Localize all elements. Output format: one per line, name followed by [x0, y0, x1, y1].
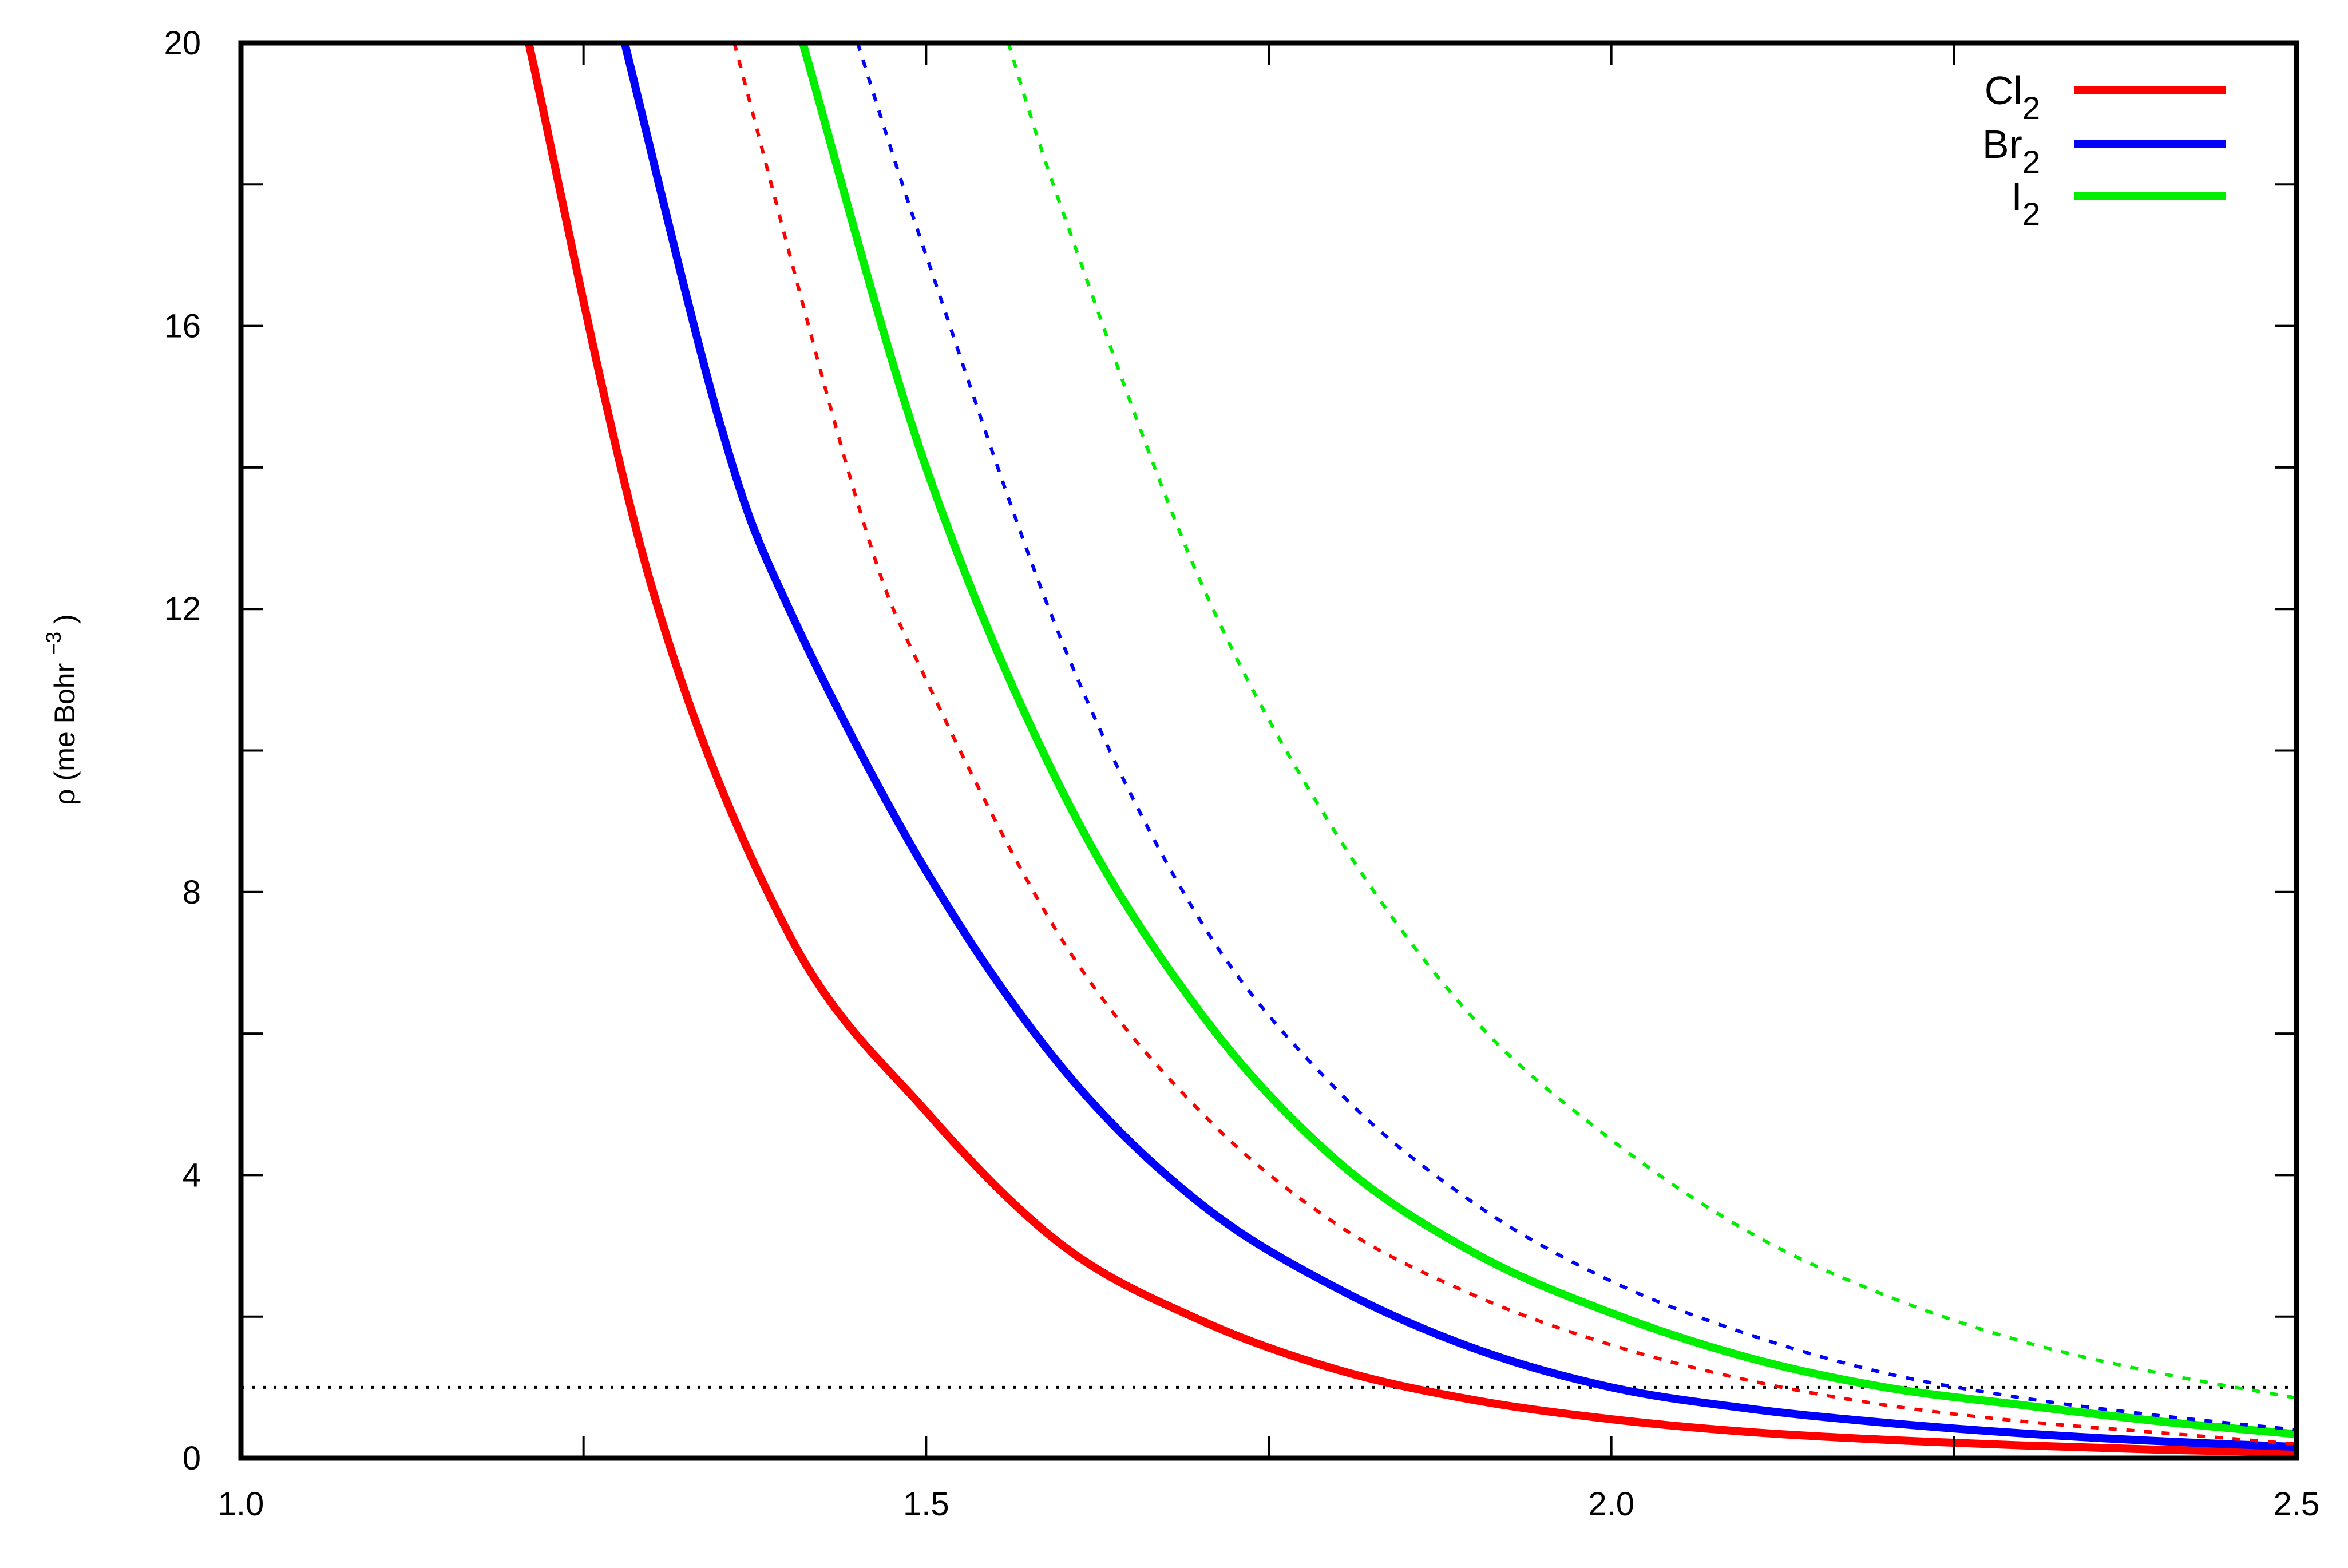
series-line-cl2-dotted	[732, 43, 2296, 1446]
x-tick-label: 1.5	[903, 1486, 949, 1523]
y-tick-label: 0	[183, 1440, 201, 1477]
y-axis-label: ρ (me Bohr −3 )	[35, 614, 81, 805]
y-tick-label: 20	[164, 25, 201, 62]
y-axis-label-exponent: −3	[42, 632, 65, 655]
legend-label-base: I	[2011, 174, 2022, 219]
y-tick-label: 8	[183, 874, 201, 911]
legend-label: Cl2	[1985, 68, 2040, 126]
series-line-i2-dotted	[1007, 43, 2296, 1400]
y-axis-label-close: )	[49, 614, 81, 624]
x-tick-label: 2.0	[1588, 1486, 1634, 1523]
series-line-cl2-solid	[525, 43, 2296, 1457]
x-tick-label: 2.5	[2274, 1486, 2320, 1523]
x-tick-label: 1.0	[218, 1486, 264, 1523]
legend-label-subscript: 2	[2022, 144, 2040, 180]
tick-labels-group: 1.0 1.5 2.0 2.5 0 4 8 12 16 20	[164, 25, 2319, 1523]
series-line-br2-solid	[620, 43, 2296, 1451]
legend-label: Br2	[1982, 122, 2040, 180]
y-tick-label: 16	[164, 308, 201, 345]
legend-label: I2	[2011, 174, 2040, 232]
y-axis-label-base: ρ (me Bohr	[49, 663, 81, 805]
series-line-br2-dotted	[856, 43, 2296, 1432]
plot-frame	[238, 40, 2299, 1461]
legend-label-subscript: 2	[2022, 196, 2040, 232]
series-line-i2-solid	[799, 43, 2296, 1438]
series-group	[525, 43, 2296, 1457]
legend-label-subscript: 2	[2022, 90, 2040, 126]
legend-label-base: Cl	[1985, 68, 2022, 113]
legend-label-base: Br	[1982, 122, 2022, 167]
y-tick-label: 4	[183, 1157, 201, 1194]
y-tick-label: 12	[164, 591, 201, 628]
